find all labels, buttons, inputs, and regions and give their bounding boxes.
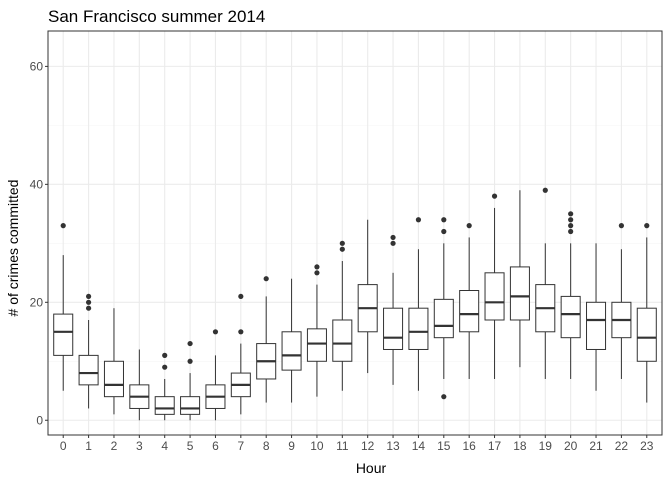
outlier-point (187, 340, 193, 347)
outlier-point (390, 240, 396, 246)
outlier-point (238, 329, 244, 335)
box-iqr (78, 354, 99, 386)
box-iqr (484, 272, 505, 321)
box-iqr (383, 307, 404, 350)
box-iqr (459, 290, 480, 333)
x-tick-label: 8 (263, 439, 270, 453)
y-tick-label: 40 (30, 177, 44, 191)
outlier-point (85, 299, 92, 305)
outlier-point (644, 223, 650, 229)
outlier-point (314, 264, 320, 270)
outlier-point (441, 394, 447, 400)
outlier-point (415, 217, 422, 223)
box-iqr (636, 307, 657, 362)
outlier-point (339, 240, 345, 246)
x-tick-label: 2 (111, 439, 118, 453)
outlier-point (568, 228, 574, 235)
outlier-point (212, 329, 219, 335)
outlier-point (542, 187, 548, 193)
x-tick-label: 1 (85, 439, 92, 453)
x-tick-label: 4 (161, 439, 168, 453)
outlier-point (85, 305, 92, 311)
outlier-point (568, 217, 574, 223)
x-tick-label: 6 (212, 439, 219, 453)
x-tick-label: 15 (437, 439, 451, 453)
x-tick-label: 3 (136, 439, 143, 453)
chart-title: San Francisco summer 2014 (48, 7, 265, 26)
outlier-point (466, 223, 472, 229)
outlier-point (60, 223, 66, 229)
outlier-point (568, 211, 574, 217)
y-axis-title: # of crimes committed (5, 180, 21, 317)
box-iqr (306, 328, 327, 362)
box-iqr (509, 266, 530, 321)
box-iqr (433, 298, 454, 339)
x-tick-label: 23 (640, 439, 654, 453)
x-tick-label: 19 (539, 439, 553, 453)
outlier-point (491, 193, 498, 199)
x-tick-label: 18 (513, 439, 527, 453)
x-tick-label: 22 (615, 439, 629, 453)
x-tick-label: 10 (310, 439, 324, 453)
outlier-point (568, 223, 574, 229)
outlier-point (339, 246, 345, 252)
x-tick-label: 21 (589, 439, 603, 453)
x-tick-label: 12 (361, 439, 375, 453)
outlier-point (441, 217, 447, 223)
outlier-point (441, 228, 447, 235)
y-tick-label: 60 (30, 59, 44, 73)
outlier-point (85, 293, 92, 300)
x-tick-label: 13 (386, 439, 400, 453)
x-axis-title: Hour (356, 460, 387, 476)
box-iqr (560, 295, 581, 339)
y-tick-label: 0 (36, 413, 43, 427)
outlier-point (162, 352, 168, 358)
y-tick-label: 20 (30, 295, 44, 309)
x-tick-label: 11 (336, 439, 349, 453)
x-tick-label: 14 (412, 439, 426, 453)
x-tick-label: 16 (462, 439, 476, 453)
x-tick-label: 20 (564, 439, 578, 453)
box-iqr (332, 319, 353, 362)
x-tick-label: 0 (60, 439, 67, 453)
x-tick-label: 5 (187, 439, 194, 453)
outlier-point (162, 364, 168, 370)
outlier-point (390, 234, 396, 241)
x-tick-label: 17 (488, 439, 502, 453)
box-iqr (53, 313, 74, 356)
box-iqr (103, 360, 124, 398)
outlier-point (618, 223, 625, 229)
outlier-point (263, 276, 269, 282)
box-iqr (408, 307, 429, 350)
outlier-point (238, 293, 244, 300)
outlier-point (314, 270, 320, 276)
box-iqr (281, 331, 302, 371)
box-iqr (586, 301, 607, 350)
x-tick-label: 9 (288, 439, 295, 453)
panel-border (47, 30, 663, 436)
outlier-point (187, 358, 193, 364)
box-iqr (154, 396, 175, 415)
box-iqr (180, 396, 201, 415)
x-tick-label: 7 (237, 439, 244, 453)
